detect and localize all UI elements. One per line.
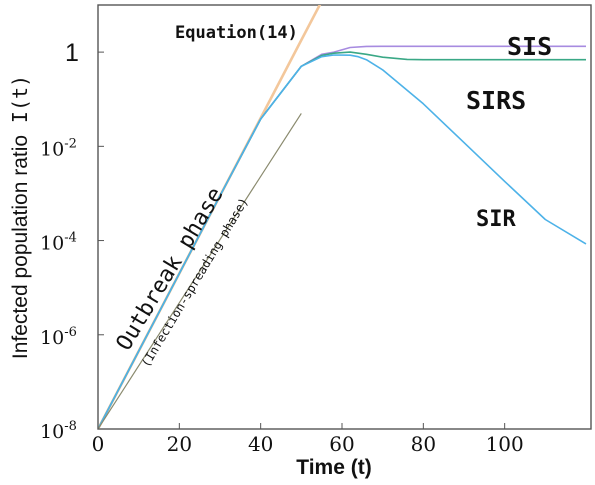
series-line-sir	[98, 54, 587, 429]
y-tick-label: 1	[65, 39, 79, 67]
sir-series-label: SIR	[476, 207, 516, 232]
equation-annotation: Equation(14)	[175, 23, 298, 43]
x-tick-label: 80	[411, 432, 436, 456]
y-axis-label: Infected population ratio I(t)	[8, 75, 32, 359]
x-tick-label: 20	[167, 432, 192, 456]
x-tick-label: 40	[248, 432, 273, 456]
sis-series-label: SIS	[507, 32, 552, 61]
svg-text:Infected population ratio: Infected population ratio I(t)	[8, 75, 32, 359]
sirs-series-label: SIRS	[466, 86, 526, 115]
x-axis-label: Time (t)	[296, 456, 371, 479]
x-tick-label: 60	[329, 432, 354, 456]
ticks-layer: 0 20 40 60 80 100 10-8 10-6 10-4 10-2 1	[40, 39, 524, 456]
y-axis-label-symbol: I(t)	[8, 75, 32, 123]
y-tick-label: 10-2	[40, 136, 77, 160]
plot-frame	[97, 4, 592, 430]
x-tick-label: 0	[92, 432, 105, 456]
y-axis-label-main: Infected population ratio	[9, 135, 32, 359]
series-layer	[98, 5, 587, 429]
y-tick-label: 10-8	[40, 419, 77, 443]
series-line-outbreak-phase-guide	[98, 113, 302, 429]
y-tick-label: 10-6	[40, 325, 77, 349]
y-tick-label: 10-4	[40, 231, 77, 255]
x-tick-label: 100	[486, 432, 524, 456]
